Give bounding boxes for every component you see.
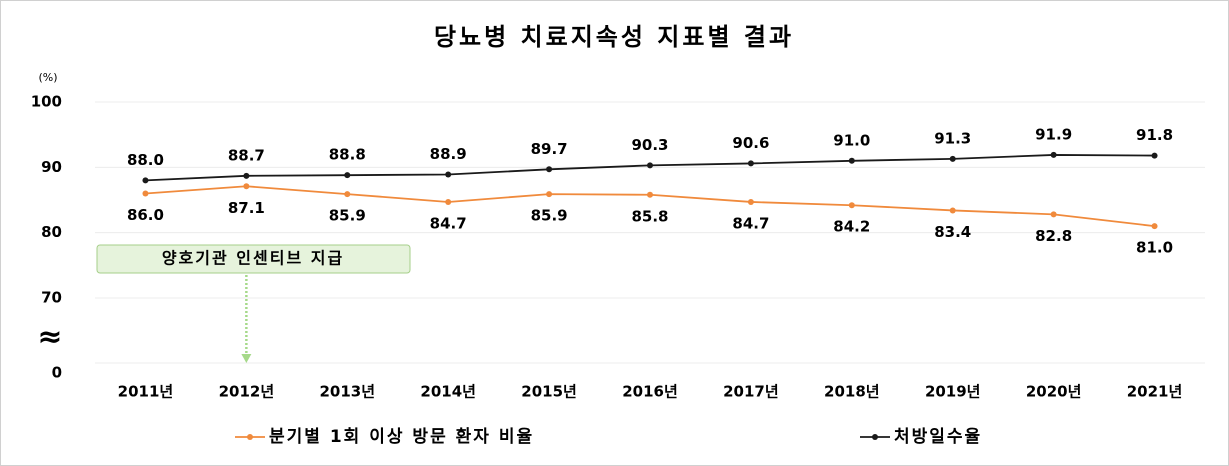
chart-title: 당뇨병 치료지속성 지표별 결과 bbox=[434, 23, 794, 51]
axis-break: ≈ bbox=[37, 320, 62, 355]
legend-label: 분기별 1회 이상 방문 환자 비율 bbox=[269, 427, 534, 447]
point bbox=[1151, 223, 1158, 230]
data-label: 84.2 bbox=[833, 218, 870, 236]
point bbox=[142, 177, 149, 184]
x-tick-label: 2020년 bbox=[1026, 383, 1082, 401]
data-label: 88.8 bbox=[329, 146, 366, 164]
y-tick-label: 70 bbox=[41, 289, 62, 307]
data-label: 84.7 bbox=[430, 214, 467, 232]
data-label: 85.9 bbox=[329, 207, 366, 225]
x-tick-label: 2011년 bbox=[118, 383, 174, 401]
point bbox=[949, 207, 956, 214]
y-unit: (%) bbox=[38, 71, 57, 84]
data-label: 81.0 bbox=[1136, 239, 1173, 257]
x-tick-label: 2019년 bbox=[925, 383, 981, 401]
data-label: 91.8 bbox=[1136, 126, 1173, 144]
point bbox=[747, 160, 754, 167]
data-label: 86.0 bbox=[127, 206, 164, 224]
data-label: 84.7 bbox=[732, 214, 769, 232]
point bbox=[949, 155, 956, 162]
point bbox=[848, 157, 855, 164]
point bbox=[445, 171, 452, 178]
annotation: 양호기관 인센티브 지급 bbox=[162, 249, 344, 268]
data-label: 88.9 bbox=[430, 145, 467, 163]
point bbox=[1050, 151, 1057, 158]
data-label: 89.7 bbox=[531, 140, 568, 158]
data-label: 90.6 bbox=[732, 134, 769, 152]
data-label: 83.4 bbox=[934, 223, 971, 241]
data-label: 91.3 bbox=[934, 129, 971, 147]
legend-label: 처방일수율 bbox=[894, 427, 982, 447]
data-label: 88.7 bbox=[228, 146, 265, 164]
x-tick-label: 2012년 bbox=[219, 383, 275, 401]
data-label: 90.3 bbox=[631, 136, 668, 154]
x-tick-label: 2014년 bbox=[420, 383, 476, 401]
y-tick-label: 0 bbox=[52, 364, 62, 382]
point bbox=[546, 191, 553, 198]
data-label: 87.1 bbox=[228, 199, 265, 217]
point bbox=[647, 191, 653, 198]
data-label: 85.8 bbox=[631, 207, 668, 225]
annotation-box bbox=[96, 244, 411, 274]
point bbox=[1050, 211, 1057, 218]
point bbox=[344, 172, 351, 179]
annotation-arrowhead bbox=[241, 354, 252, 363]
legend-marker bbox=[872, 434, 878, 440]
point bbox=[344, 191, 351, 198]
point bbox=[1151, 152, 1158, 159]
y-tick-label: 100 bbox=[31, 93, 62, 111]
point bbox=[546, 166, 553, 173]
x-tick-label: 2018년 bbox=[824, 383, 880, 401]
point bbox=[243, 172, 250, 179]
x-tick-label: 2015년 bbox=[521, 383, 577, 401]
point bbox=[243, 183, 250, 190]
y-tick-label: 80 bbox=[41, 223, 62, 241]
x-tick-label: 2021년 bbox=[1127, 383, 1183, 401]
point bbox=[747, 198, 754, 205]
data-label: 82.8 bbox=[1035, 227, 1072, 245]
point bbox=[647, 162, 653, 169]
data-label: 85.9 bbox=[531, 207, 568, 225]
x-tick-label: 2016년 bbox=[622, 383, 678, 401]
point bbox=[848, 202, 855, 209]
x-tick-label: 2017년 bbox=[723, 383, 779, 401]
point bbox=[142, 190, 149, 197]
point bbox=[445, 198, 452, 205]
data-label: 88.0 bbox=[127, 151, 164, 169]
data-label: 91.0 bbox=[833, 131, 870, 149]
x-tick-label: 2013년 bbox=[319, 383, 375, 401]
data-label: 91.9 bbox=[1035, 125, 1072, 143]
y-tick-label: 90 bbox=[41, 158, 62, 176]
legend-marker bbox=[247, 434, 253, 440]
